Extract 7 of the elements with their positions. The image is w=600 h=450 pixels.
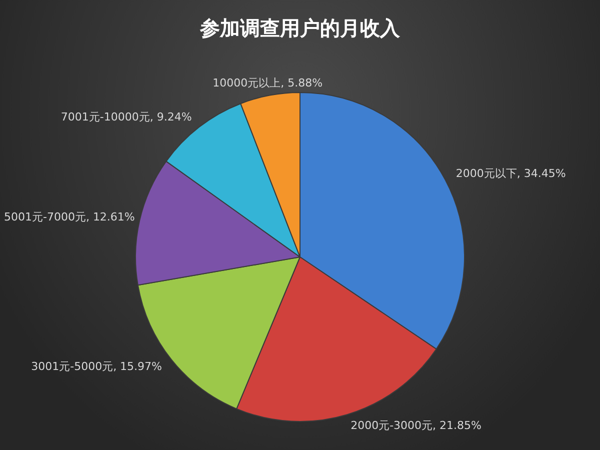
slice-label: 2000元以下, 34.45% (456, 167, 566, 180)
slice-label: 7001元-10000元, 9.24% (60, 110, 192, 124)
slice-label: 5001元-7000元, 12.61% (4, 210, 135, 224)
slice-label: 2000元-3000元, 21.85% (350, 418, 482, 432)
slice-label: 3001元-5000元, 15.97% (31, 360, 162, 373)
chart-title: 参加调查用户的月收入 (199, 16, 401, 40)
slice-label: 10000元以上, 5.88% (212, 76, 323, 90)
